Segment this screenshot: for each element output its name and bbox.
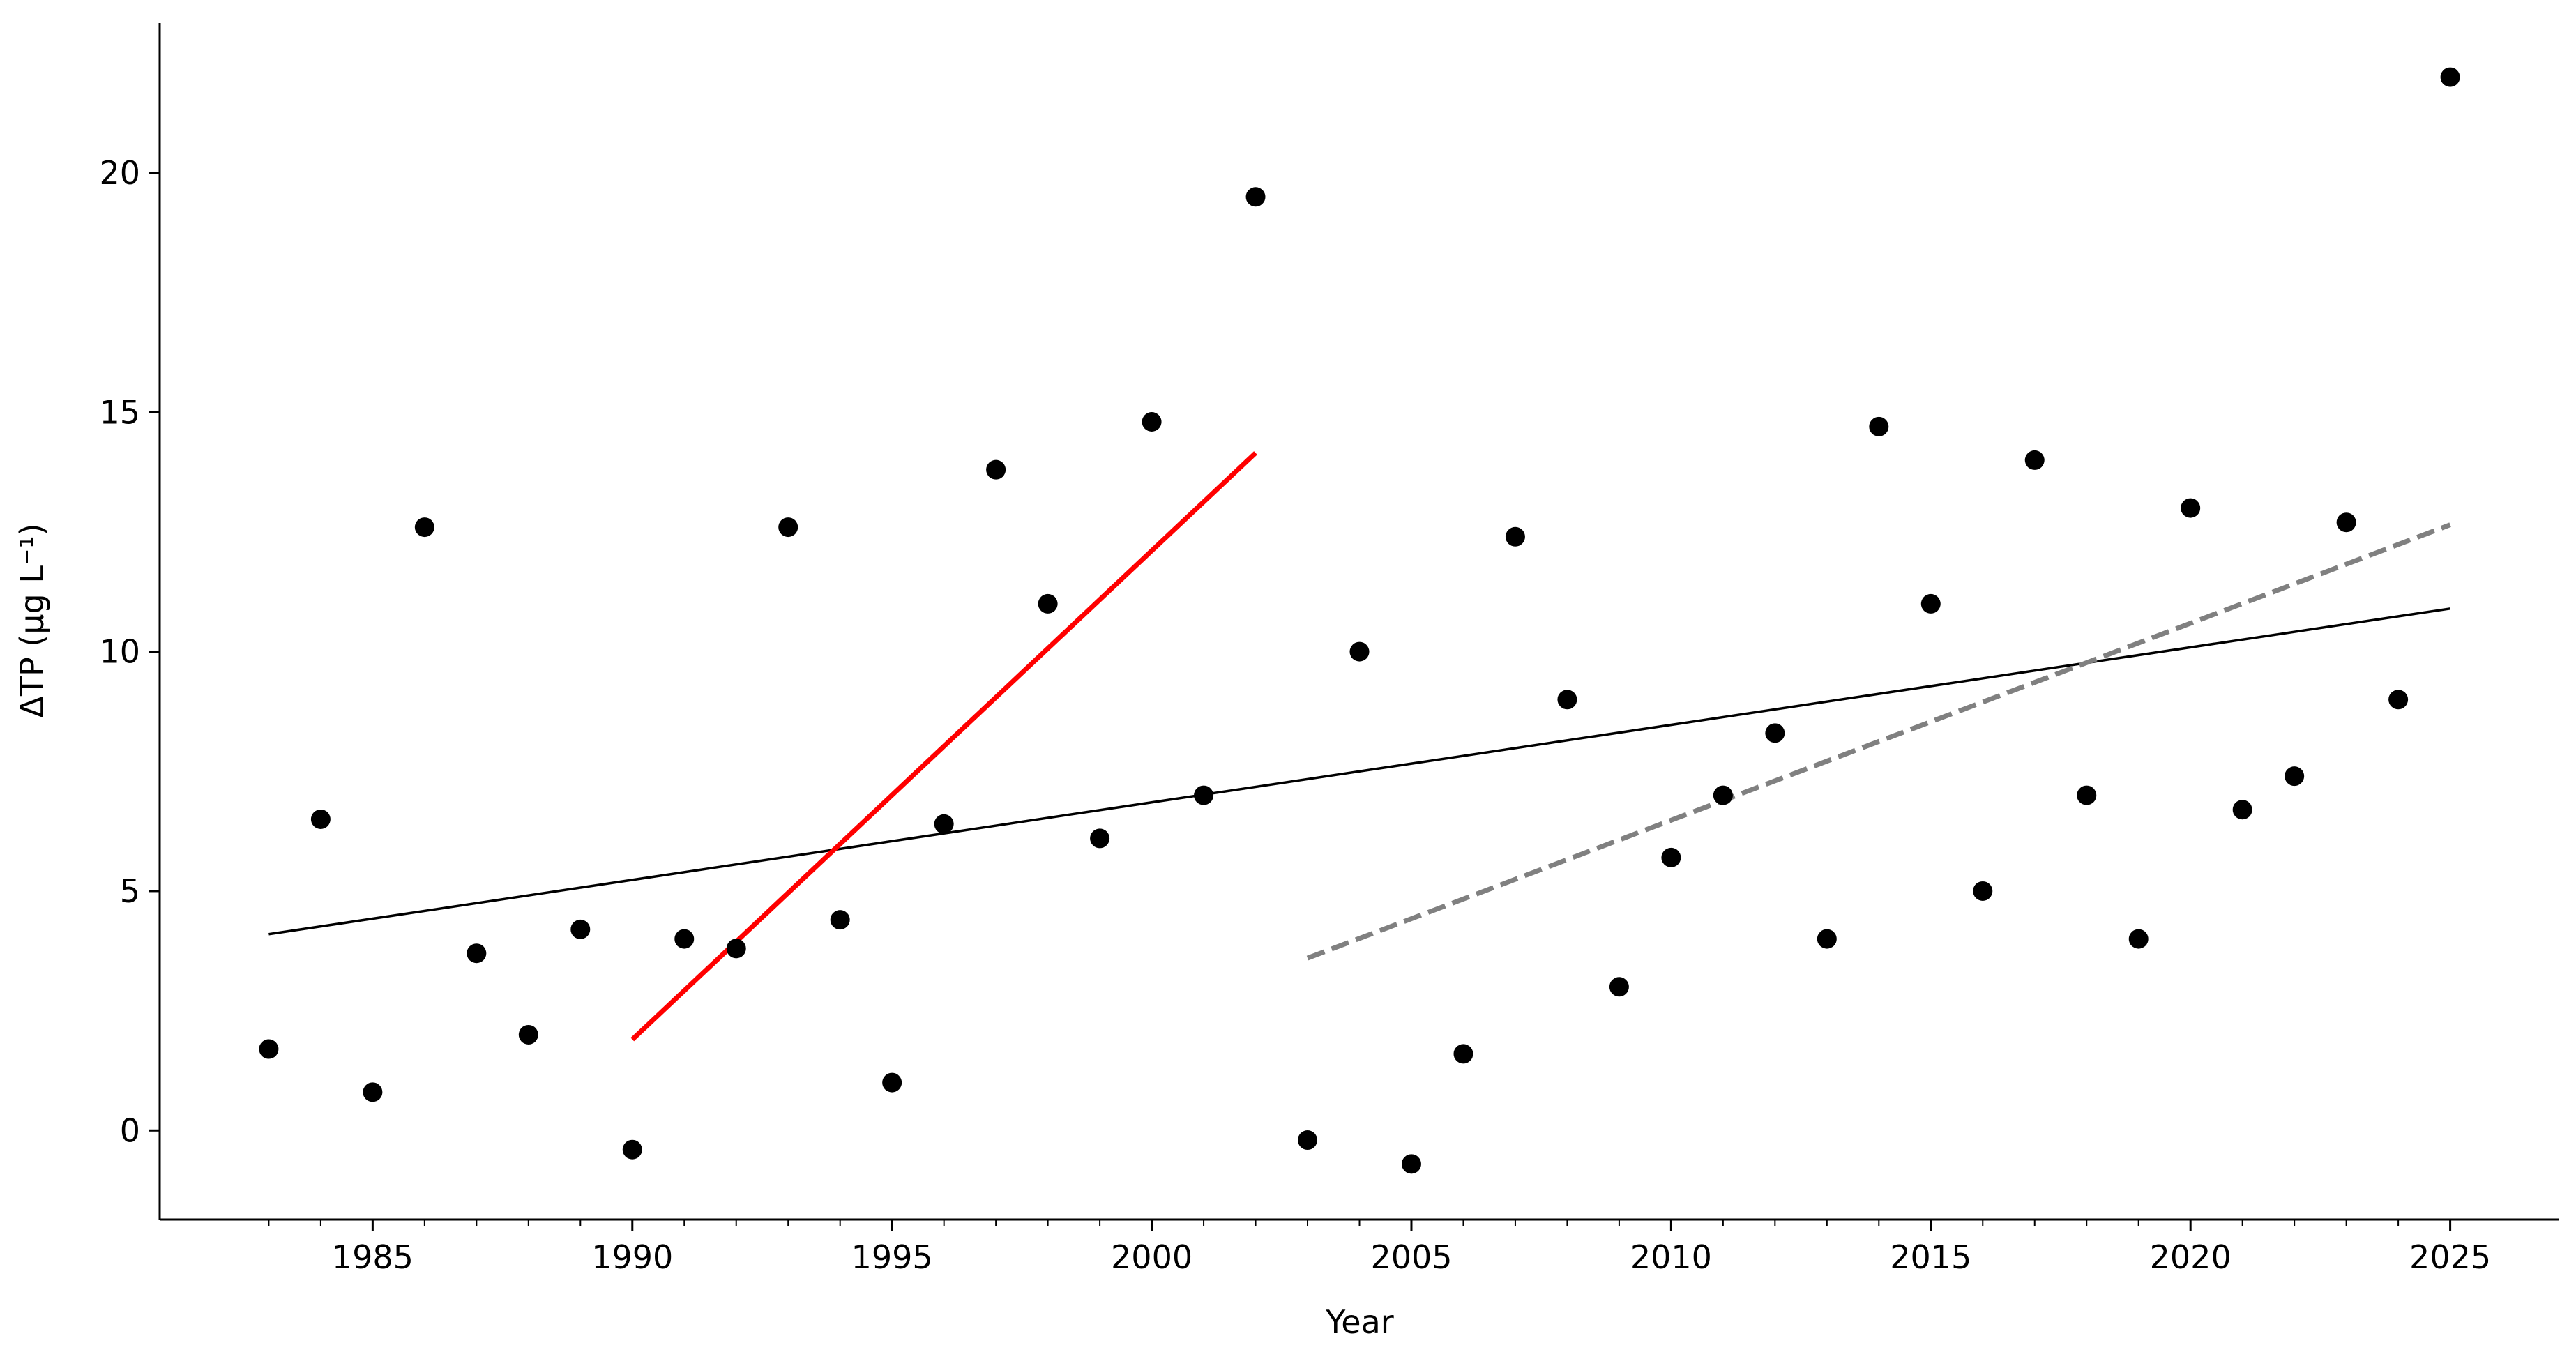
data-point: [882, 1072, 902, 1093]
data-point: [830, 910, 850, 930]
data-point: [1973, 881, 1993, 901]
data-point: [1349, 641, 1370, 662]
trend-line: [1306, 522, 2451, 961]
data-point: [778, 517, 798, 538]
data-point: [259, 1039, 279, 1059]
data-point: [2181, 498, 2201, 518]
x-tick-label: 2015: [1890, 1238, 1971, 1276]
data-point: [1609, 977, 1629, 997]
data-point: [1453, 1044, 1473, 1064]
data-point: [622, 1139, 642, 1160]
data-point: [2128, 929, 2149, 949]
data-point: [1038, 593, 1058, 614]
data-point: [1869, 416, 1889, 436]
data-point: [1401, 1154, 1421, 1174]
x-tick-label: 2020: [2150, 1238, 2232, 1276]
data-point: [2285, 766, 2305, 787]
trend-line: [630, 451, 1257, 1042]
y-tick-label: 20: [99, 154, 140, 192]
data-point: [1142, 412, 1162, 432]
data-point: [310, 809, 331, 829]
data-point: [1090, 828, 1110, 849]
data-point: [674, 929, 695, 949]
data-point: [726, 939, 746, 959]
x-axis-title: Year: [1325, 1303, 1393, 1341]
data-point: [1661, 847, 1681, 867]
data-point: [1505, 526, 1525, 547]
data-point: [1765, 723, 1785, 743]
x-tick-label: 2010: [1630, 1238, 1712, 1276]
x-tick-label: 1990: [591, 1238, 673, 1276]
data-point: [2388, 690, 2409, 710]
data-point: [1817, 929, 1837, 949]
data-point: [1194, 785, 1214, 805]
data-point: [2024, 450, 2045, 470]
x-tick-label: 2000: [1111, 1238, 1192, 1276]
data-point: [934, 814, 954, 834]
data-point: [1713, 785, 1733, 805]
data-point: [1298, 1130, 1318, 1150]
data-point: [1245, 187, 1266, 207]
data-point: [2440, 67, 2460, 87]
data-point: [570, 919, 591, 939]
data-point: [414, 517, 434, 538]
x-tick-label: 2005: [1370, 1238, 1452, 1276]
x-tick-label: 1995: [851, 1238, 933, 1276]
data-point: [2232, 800, 2252, 820]
data-point: [363, 1082, 383, 1102]
data-point: [2336, 512, 2356, 533]
data-point: [986, 459, 1006, 480]
y-axis-title: ΔTP (µg L⁻¹): [13, 523, 51, 717]
y-tick-label: 5: [120, 872, 140, 910]
data-point: [1920, 593, 1941, 614]
y-tick-label: 0: [120, 1111, 140, 1149]
data-point: [518, 1024, 538, 1045]
data-point: [467, 943, 487, 964]
data-point: [2077, 785, 2097, 805]
y-tick-label: 10: [99, 633, 140, 671]
y-tick-label: 15: [99, 393, 140, 431]
x-tick-label: 1985: [332, 1238, 414, 1276]
x-tick-label: 2025: [2409, 1238, 2491, 1276]
data-point: [1557, 690, 1577, 710]
